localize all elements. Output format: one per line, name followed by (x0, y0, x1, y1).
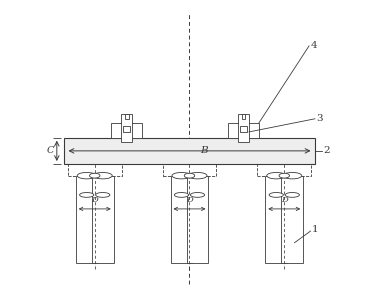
Bar (257, 164, 311, 176)
Ellipse shape (89, 173, 100, 178)
Bar (281, 176, 303, 263)
Ellipse shape (188, 173, 207, 179)
Ellipse shape (96, 193, 110, 197)
Text: D: D (186, 196, 193, 204)
Ellipse shape (174, 193, 189, 197)
Bar (64, 138, 315, 164)
Ellipse shape (267, 173, 286, 179)
Ellipse shape (283, 173, 302, 179)
Ellipse shape (285, 193, 299, 197)
Bar (186, 176, 208, 263)
Ellipse shape (184, 173, 195, 178)
Bar (125, 114, 128, 119)
Ellipse shape (172, 173, 191, 179)
Ellipse shape (80, 193, 94, 197)
Bar (68, 164, 122, 176)
Bar (163, 164, 216, 176)
Ellipse shape (77, 173, 96, 179)
Bar (240, 126, 247, 132)
Text: 4: 4 (310, 40, 317, 50)
Text: D: D (91, 196, 98, 204)
Text: C: C (47, 146, 54, 155)
Ellipse shape (190, 193, 205, 197)
Bar (121, 114, 132, 142)
Text: B: B (200, 146, 208, 155)
Text: 3: 3 (316, 114, 323, 123)
Bar (92, 176, 114, 263)
Ellipse shape (269, 193, 283, 197)
Bar (76, 176, 98, 263)
Ellipse shape (279, 173, 290, 178)
Bar (171, 176, 193, 263)
Text: 2: 2 (323, 146, 330, 155)
Text: D: D (281, 196, 288, 204)
Bar (111, 123, 142, 138)
Ellipse shape (93, 173, 112, 179)
Bar (123, 126, 130, 132)
Bar (242, 114, 245, 119)
Bar (238, 114, 249, 142)
Bar (265, 176, 287, 263)
Bar (228, 123, 259, 138)
Text: 1: 1 (312, 225, 318, 234)
